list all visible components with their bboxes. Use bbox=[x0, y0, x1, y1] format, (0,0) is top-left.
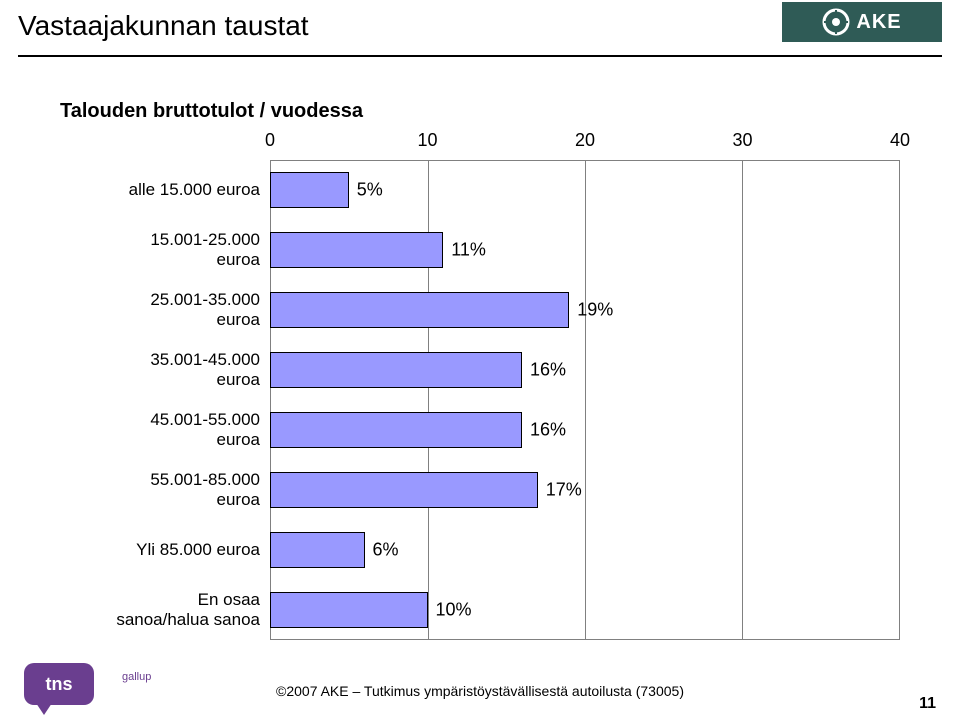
chart-row: 55.001-85.000 euroa 17% bbox=[60, 460, 900, 520]
bar bbox=[270, 292, 569, 328]
bar-wrap: 6% bbox=[270, 520, 900, 580]
tns-logo: tns gallup bbox=[24, 663, 94, 705]
value-label: 6% bbox=[373, 540, 399, 561]
value-label: 10% bbox=[436, 600, 472, 621]
bar-wrap: 16% bbox=[270, 400, 900, 460]
bar-wrap: 19% bbox=[270, 280, 900, 340]
x-axis-ticks: 010203040 bbox=[270, 130, 900, 160]
footer: tns gallup ©2007 AKE – Tutkimus ympärist… bbox=[0, 683, 960, 713]
bar-wrap: 17% bbox=[270, 460, 900, 520]
tns-logo-sub: gallup bbox=[122, 671, 151, 683]
row-label: 25.001-35.000 euroa bbox=[60, 290, 260, 329]
bar bbox=[270, 592, 428, 628]
bar-wrap: 16% bbox=[270, 340, 900, 400]
header-rule bbox=[18, 55, 942, 57]
bar bbox=[270, 232, 443, 268]
header: Vastaajakunnan taustat AKE bbox=[0, 0, 960, 70]
x-tick-label: 0 bbox=[265, 130, 275, 151]
chart-row: En osaa sanoa/halua sanoa 10% bbox=[60, 580, 900, 640]
bar bbox=[270, 412, 522, 448]
ake-logo-text: AKE bbox=[856, 11, 901, 34]
chart-row: 25.001-35.000 euroa 19% bbox=[60, 280, 900, 340]
ake-logo-icon bbox=[822, 8, 850, 36]
chart: 010203040 alle 15.000 euroa5%15.001-25.0… bbox=[60, 130, 900, 640]
chart-rows: alle 15.000 euroa 5% 15.001-25.000 euroa 11… bbox=[60, 160, 900, 640]
bar-wrap: 11% bbox=[270, 220, 900, 280]
value-label: 19% bbox=[577, 300, 613, 321]
bar bbox=[270, 172, 349, 208]
value-label: 5% bbox=[357, 180, 383, 201]
row-label: alle 15.000 euroa bbox=[60, 180, 260, 200]
bar-wrap: 10% bbox=[270, 580, 900, 640]
footer-text: ©2007 AKE – Tutkimus ympäristöystävällis… bbox=[276, 683, 684, 699]
chart-row: Yli 85.000 euroa 6% bbox=[60, 520, 900, 580]
chart-row: 15.001-25.000 euroa 11% bbox=[60, 220, 900, 280]
page-number: 11 bbox=[919, 695, 936, 713]
row-label: En osaa sanoa/halua sanoa bbox=[60, 590, 260, 629]
row-label: Yli 85.000 euroa bbox=[60, 540, 260, 560]
page: Vastaajakunnan taustat AKE Talouden brut… bbox=[0, 0, 960, 723]
value-label: 16% bbox=[530, 360, 566, 381]
row-label: 45.001-55.000 euroa bbox=[60, 410, 260, 449]
chart-row: alle 15.000 euroa 5% bbox=[60, 160, 900, 220]
x-tick-label: 20 bbox=[575, 130, 595, 151]
bar-wrap: 5% bbox=[270, 160, 900, 220]
x-tick-label: 40 bbox=[890, 130, 910, 151]
ake-logo: AKE bbox=[782, 2, 942, 42]
chart-subtitle: Talouden bruttotulot / vuodessa bbox=[60, 100, 363, 123]
bar bbox=[270, 352, 522, 388]
x-tick-label: 30 bbox=[732, 130, 752, 151]
tns-bubble-icon: tns bbox=[24, 663, 94, 705]
chart-row: 35.001-45.000 euroa 16% bbox=[60, 340, 900, 400]
row-label: 55.001-85.000 euroa bbox=[60, 470, 260, 509]
value-label: 17% bbox=[546, 480, 582, 501]
page-title: Vastaajakunnan taustat bbox=[18, 10, 309, 42]
chart-row: 45.001-55.000 euroa 16% bbox=[60, 400, 900, 460]
row-label: 15.001-25.000 euroa bbox=[60, 230, 260, 269]
x-tick-label: 10 bbox=[417, 130, 437, 151]
bar bbox=[270, 532, 365, 568]
tns-logo-text: tns bbox=[46, 674, 73, 695]
bar bbox=[270, 472, 538, 508]
value-label: 16% bbox=[530, 420, 566, 441]
value-label: 11% bbox=[451, 240, 486, 261]
row-label: 35.001-45.000 euroa bbox=[60, 350, 260, 389]
